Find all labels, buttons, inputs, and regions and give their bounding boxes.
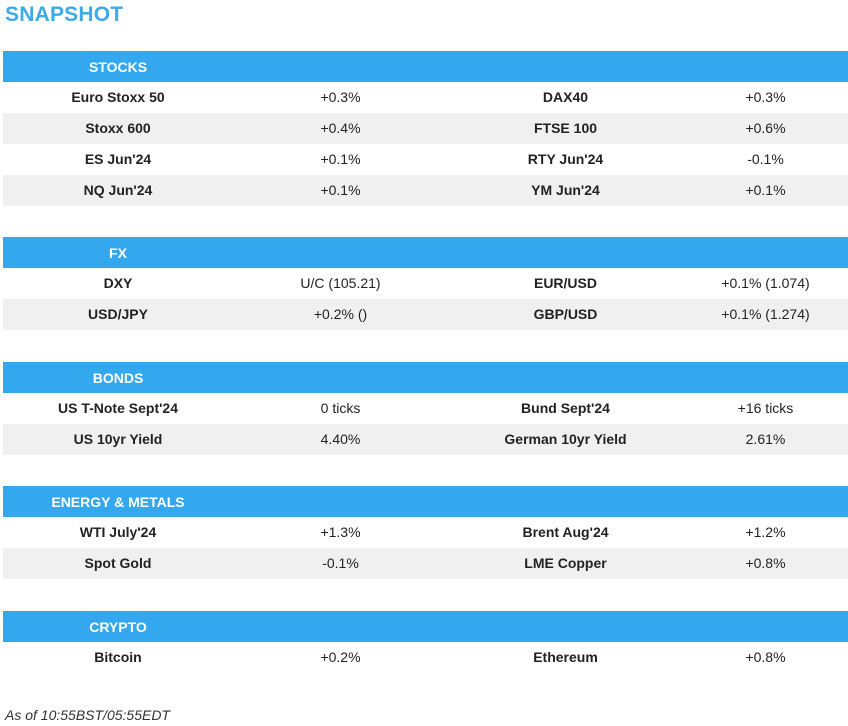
- instrument-name: RTY Jun'24: [527, 151, 604, 167]
- section-header: CRYPTO: [3, 611, 848, 642]
- section-bonds: BONDS US T-Note Sept'24 0 ticks Bund Sep…: [3, 362, 848, 455]
- instrument-change: +0.3%: [745, 89, 786, 105]
- table-row: Bitcoin +0.2% Ethereum +0.8%: [3, 642, 848, 673]
- section-header: BONDS: [3, 362, 848, 393]
- instrument-change: +0.2% (): [313, 306, 368, 322]
- instrument-change: +1.3%: [320, 524, 361, 540]
- instrument-name: German 10yr Yield: [504, 431, 627, 447]
- instrument-change: -0.1%: [747, 151, 784, 167]
- instrument-change: +0.1%: [320, 182, 361, 198]
- instrument-change: +0.1% (1.274): [721, 306, 810, 322]
- section-header: ENERGY & METALS: [3, 486, 848, 517]
- section-label: CRYPTO: [89, 619, 147, 635]
- instrument-change: +16 ticks: [737, 400, 794, 416]
- section-header: FX: [3, 237, 848, 268]
- section-label: STOCKS: [88, 59, 148, 75]
- table-row: NQ Jun'24 +0.1% YM Jun'24 +0.1%: [3, 175, 848, 206]
- instrument-name: Stoxx 600: [85, 120, 151, 136]
- instrument-name: Spot Gold: [84, 555, 152, 571]
- table-row: DXY U/C (105.21) EUR/USD +0.1% (1.074): [3, 268, 848, 299]
- instrument-name: Euro Stoxx 50: [71, 89, 165, 105]
- instrument-name: EUR/USD: [533, 275, 597, 291]
- table-row: Euro Stoxx 50 +0.3% DAX40 +0.3%: [3, 82, 848, 113]
- section-label: BONDS: [92, 370, 144, 386]
- instrument-name: DXY: [103, 275, 133, 291]
- instrument-change: +0.1%: [320, 151, 361, 167]
- table-row: WTI July'24 +1.3% Brent Aug'24 +1.2%: [3, 517, 848, 548]
- instrument-name: NQ Jun'24: [83, 182, 153, 198]
- instrument-name: LME Copper: [524, 555, 607, 571]
- instrument-change: +0.6%: [745, 120, 786, 136]
- instrument-name: WTI July'24: [79, 524, 157, 540]
- instrument-change: 0 ticks: [320, 400, 361, 416]
- instrument-change: 4.40%: [320, 431, 361, 447]
- instrument-change: +0.8%: [745, 555, 786, 571]
- instrument-change: -0.1%: [322, 555, 359, 571]
- timestamp-footer: As of 10:55BST/05:55EDT: [5, 707, 170, 723]
- instrument-name: FTSE 100: [533, 120, 598, 136]
- table-row: US 10yr Yield 4.40% German 10yr Yield 2.…: [3, 424, 848, 455]
- section-stocks: STOCKS Euro Stoxx 50 +0.3% DAX40 +0.3% S…: [3, 51, 848, 206]
- instrument-name: Brent Aug'24: [522, 524, 609, 540]
- table-row: USD/JPY +0.2% () GBP/USD +0.1% (1.274): [3, 299, 848, 330]
- instrument-change: U/C (105.21): [300, 275, 381, 291]
- section-header: STOCKS: [3, 51, 848, 82]
- instrument-name: US T-Note Sept'24: [57, 400, 179, 416]
- instrument-change: +0.3%: [320, 89, 361, 105]
- instrument-change: +0.2%: [320, 649, 361, 665]
- instrument-change: +0.1%: [745, 182, 786, 198]
- table-row: Stoxx 600 +0.4% FTSE 100 +0.6%: [3, 113, 848, 144]
- table-row: Spot Gold -0.1% LME Copper +0.8%: [3, 548, 848, 579]
- section-label: FX: [109, 245, 127, 261]
- section-label: ENERGY & METALS: [51, 494, 185, 510]
- table-row: ES Jun'24 +0.1% RTY Jun'24 -0.1%: [3, 144, 848, 175]
- instrument-change: +0.1% (1.074): [721, 275, 810, 291]
- instrument-name: Bund Sept'24: [521, 400, 610, 416]
- instrument-name: USD/JPY: [88, 306, 148, 322]
- table-row: US T-Note Sept'24 0 ticks Bund Sept'24 +…: [3, 393, 848, 424]
- instrument-name: GBP/USD: [533, 306, 598, 322]
- instrument-name: ES Jun'24: [84, 151, 152, 167]
- instrument-name: Ethereum: [533, 649, 598, 665]
- instrument-name: DAX40: [542, 89, 589, 105]
- instrument-name: US 10yr Yield: [73, 431, 163, 447]
- section-crypto: CRYPTO Bitcoin +0.2% Ethereum +0.8%: [3, 611, 848, 673]
- section-fx: FX DXY U/C (105.21) EUR/USD +0.1% (1.074…: [3, 237, 848, 330]
- instrument-change: +0.8%: [745, 649, 786, 665]
- instrument-name: Bitcoin: [94, 649, 142, 665]
- instrument-change: +0.4%: [320, 120, 361, 136]
- instrument-change: +1.2%: [745, 524, 786, 540]
- instrument-name: YM Jun'24: [531, 182, 600, 198]
- page-title: SNAPSHOT: [5, 3, 124, 26]
- instrument-change: 2.61%: [745, 431, 786, 447]
- section-energy-metals: ENERGY & METALS WTI July'24 +1.3% Brent …: [3, 486, 848, 579]
